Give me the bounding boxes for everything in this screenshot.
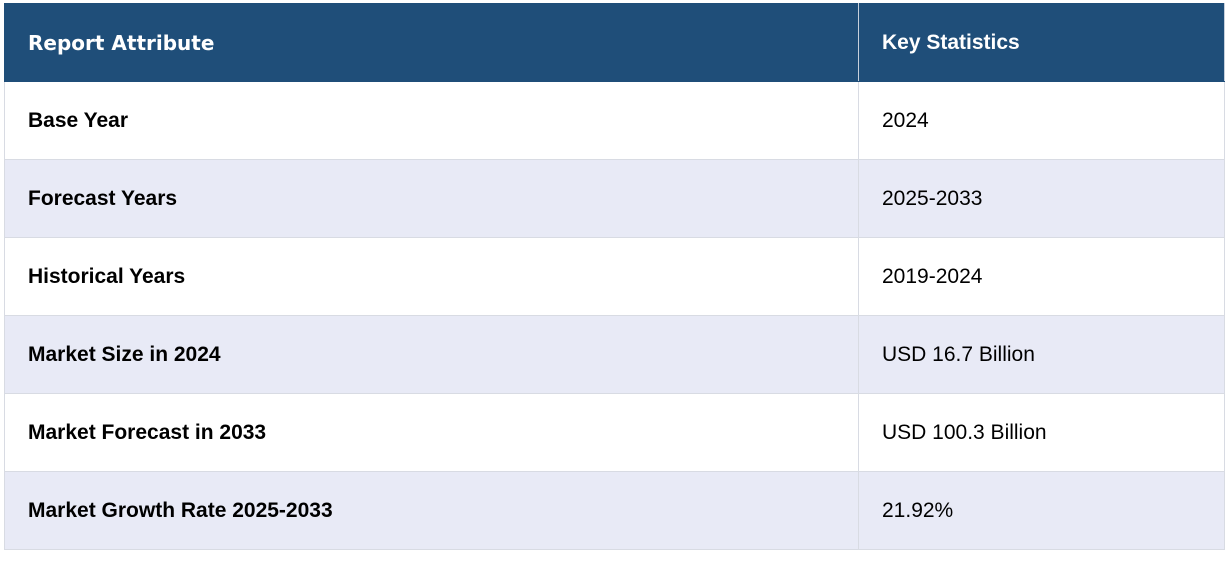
table-row: Historical Years 2019-2024 [4, 237, 1225, 316]
table-body: Base Year 2024 Forecast Years 2025-2033 Hist… [4, 81, 1225, 550]
attribute-cell: Base Year [4, 81, 859, 160]
header-row: Report Attribute Key Statistics [4, 3, 1225, 82]
value-cell: 2024 [858, 81, 1225, 160]
attribute-cell: Market Size in 2024 [4, 315, 859, 394]
header-cell: Key Statistics [858, 3, 1225, 82]
table-row: Market Size in 2024 USD 16.7 Billion [4, 315, 1225, 394]
attribute-cell: Market Growth Rate 2025-2033 [4, 471, 859, 550]
table-row: Market Forecast in 2033 USD 100.3 Billion [4, 393, 1225, 472]
value-cell: 2019-2024 [858, 237, 1225, 316]
attribute-cell: Forecast Years [4, 159, 859, 238]
value-cell: USD 100.3 Billion [858, 393, 1225, 472]
attribute-cell: Historical Years [4, 237, 859, 316]
table-row: Market Growth Rate 2025-2033 21.92% [4, 471, 1225, 550]
table-row: Forecast Years 2025-2033 [4, 159, 1225, 238]
statistics-table: Report Attribute Key Statistics Base Yea… [4, 3, 1225, 550]
header-cell: Report Attribute [4, 3, 859, 82]
value-cell: 2025-2033 [858, 159, 1225, 238]
table-header: Report Attribute Key Statistics [4, 3, 1225, 82]
value-cell: USD 16.7 Billion [858, 315, 1225, 394]
table-row: Base Year 2024 [4, 81, 1225, 160]
attribute-cell: Market Forecast in 2033 [4, 393, 859, 472]
value-cell: 21.92% [858, 471, 1225, 550]
